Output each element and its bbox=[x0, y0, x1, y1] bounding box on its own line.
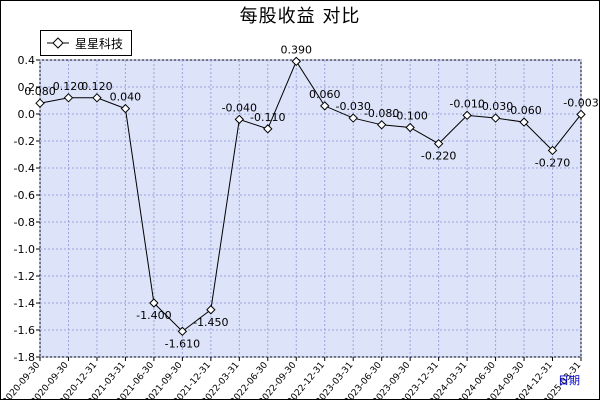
y-axis-ticks: 0.4 0.2 0.0 -0.2 -0.4 -0.6 -0.8 -1.0 -1.2 -1.4 -1.… bbox=[14, 54, 40, 364]
plot-area bbox=[39, 59, 582, 358]
data-point bbox=[519, 117, 529, 127]
data-point bbox=[206, 305, 216, 315]
data-label: -0.270 bbox=[535, 156, 570, 169]
y-tick-label: -1.6 bbox=[14, 324, 35, 337]
data-label: -0.080 bbox=[364, 107, 399, 120]
data-point bbox=[263, 124, 273, 134]
data-point bbox=[63, 93, 74, 103]
data-point bbox=[490, 113, 501, 123]
y-tick-label: 0.4 bbox=[18, 54, 36, 67]
data-label: 0.390 bbox=[281, 43, 313, 56]
data-label: 0.120 bbox=[81, 80, 113, 93]
data-label: -0.003 bbox=[563, 96, 598, 109]
diamond-marker-icon bbox=[47, 37, 69, 49]
data-label: -0.010 bbox=[449, 97, 484, 110]
data-label: -0.100 bbox=[392, 110, 427, 123]
y-tick-label: -0.6 bbox=[14, 189, 35, 202]
data-label: -0.030 bbox=[335, 100, 370, 113]
x-axis-ticks: 2020-09-302020-09-302020-12-312021-03-31… bbox=[1, 357, 583, 400]
data-point bbox=[462, 110, 472, 121]
data-label: -1.450 bbox=[193, 316, 228, 329]
data-point bbox=[576, 109, 586, 120]
y-tick-label: 0.0 bbox=[18, 108, 36, 121]
data-point bbox=[120, 103, 131, 114]
y-tick-label: -1.8 bbox=[14, 351, 35, 364]
data-point bbox=[405, 122, 415, 133]
y-tick-label: -1.4 bbox=[14, 297, 35, 310]
data-label: -0.030 bbox=[478, 100, 513, 113]
series-line: 0.0800.1200.1200.040-1.400-1.610-1.450-0… bbox=[24, 43, 598, 350]
data-point bbox=[547, 145, 558, 156]
y-tick-label: -0.4 bbox=[14, 162, 35, 175]
data-label: -1.400 bbox=[136, 309, 171, 322]
y-tick-label: -1.0 bbox=[14, 243, 35, 256]
y-tick-label: -0.2 bbox=[14, 135, 35, 148]
data-label: 0.080 bbox=[24, 85, 56, 98]
y-tick-label: -1.2 bbox=[14, 270, 35, 283]
data-point bbox=[348, 113, 358, 123]
data-label: -0.110 bbox=[250, 111, 285, 124]
data-point bbox=[177, 326, 188, 337]
y-tick-label: 0.2 bbox=[18, 81, 36, 94]
data-point bbox=[35, 98, 45, 108]
data-label: -0.060 bbox=[506, 104, 541, 117]
data-label: -0.220 bbox=[421, 150, 456, 163]
series-line-path bbox=[39, 60, 582, 333]
data-point bbox=[234, 114, 245, 125]
chart-title: 每股收益 对比 bbox=[239, 6, 361, 27]
legend-series-label: 星星科技 bbox=[75, 36, 124, 51]
data-label: -0.040 bbox=[222, 101, 257, 114]
data-point bbox=[376, 120, 387, 130]
data-point bbox=[291, 56, 301, 67]
data-point bbox=[92, 93, 102, 103]
x-axis-title: 日期 bbox=[558, 374, 580, 387]
data-point bbox=[320, 101, 330, 111]
data-label: 0.120 bbox=[53, 80, 85, 93]
legend: 星星科技 bbox=[40, 30, 133, 56]
data-label: 0.040 bbox=[110, 91, 142, 104]
y-tick-label: -0.8 bbox=[14, 216, 35, 229]
data-point bbox=[149, 298, 159, 308]
data-label: -1.610 bbox=[165, 337, 200, 350]
data-point bbox=[433, 138, 444, 149]
data-label: 0.060 bbox=[309, 88, 341, 101]
